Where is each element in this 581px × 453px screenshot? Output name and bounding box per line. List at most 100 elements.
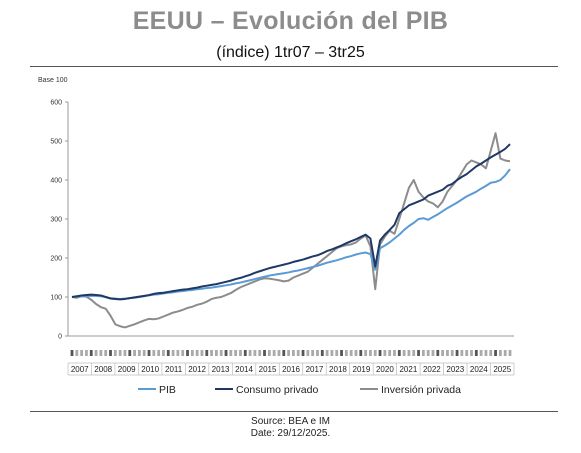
quarter-tick bbox=[162, 350, 165, 356]
quarter-tick bbox=[369, 350, 372, 356]
quarter-tick bbox=[431, 350, 435, 356]
quarter-tick bbox=[378, 350, 382, 356]
x-tick-label: 2014 bbox=[235, 365, 253, 374]
x-tick-label: 2019 bbox=[353, 365, 371, 374]
quarter-tick bbox=[373, 350, 377, 356]
x-tick-label: 2024 bbox=[470, 365, 488, 374]
quarter-tick bbox=[128, 350, 132, 356]
quarter-tick bbox=[219, 350, 223, 356]
quarter-tick bbox=[470, 350, 473, 356]
quarter-tick bbox=[181, 350, 185, 356]
quarter-tick bbox=[210, 350, 213, 356]
series-lines bbox=[71, 132, 511, 329]
series-line-inversión-privada bbox=[71, 132, 511, 329]
quarter-tick bbox=[166, 350, 170, 356]
quarter-tick bbox=[484, 350, 488, 356]
quarter-tick bbox=[474, 350, 478, 356]
chart-subtitle: (índice) 1tr07 – 3tr25 bbox=[216, 44, 365, 61]
source-note: Source: BEA e IM bbox=[251, 416, 330, 427]
quarter-tick bbox=[123, 350, 127, 356]
quarter-tick bbox=[263, 350, 266, 356]
y-tick-label: 600 bbox=[50, 100, 62, 107]
footer: Source: BEA e IM Date: 29/12/2025. bbox=[0, 416, 581, 440]
date-note: Date: 29/12/2025. bbox=[250, 428, 331, 439]
quarter-tick bbox=[152, 350, 156, 356]
quarter-tick bbox=[205, 350, 209, 356]
bottom-divider bbox=[30, 411, 558, 412]
quarter-tick bbox=[248, 350, 252, 356]
y-tick-label: 0 bbox=[58, 334, 62, 341]
legend-label: Consumo privado bbox=[236, 384, 318, 396]
quarter-tick bbox=[89, 350, 93, 356]
quarter-tick bbox=[157, 350, 161, 356]
quarter-tick bbox=[186, 350, 189, 356]
quarter-tick bbox=[489, 350, 493, 356]
quarter-tick bbox=[407, 350, 411, 356]
y-tick-label: 300 bbox=[50, 217, 62, 224]
quarter-tick bbox=[503, 350, 507, 356]
quarter-tick bbox=[494, 350, 497, 356]
x-tick-label: 2013 bbox=[212, 365, 230, 374]
quarter-tick bbox=[316, 350, 319, 356]
x-tick-label: 2012 bbox=[188, 365, 206, 374]
quarter-tick bbox=[359, 350, 363, 356]
quarter-tick bbox=[388, 350, 392, 356]
quarter-tick bbox=[450, 350, 454, 356]
quarter-tick bbox=[354, 350, 358, 356]
quarter-tick bbox=[277, 350, 281, 356]
quarter-tick bbox=[498, 350, 502, 356]
legend-label: PIB bbox=[159, 384, 176, 396]
quarter-tick bbox=[99, 350, 103, 356]
top-divider bbox=[30, 66, 558, 67]
x-tick-label: 2010 bbox=[141, 365, 159, 374]
series-line-consumo-privado bbox=[71, 143, 511, 301]
quarter-tick bbox=[224, 350, 228, 356]
quarter-tick bbox=[258, 350, 262, 356]
quarter-tick bbox=[446, 350, 449, 356]
x-tick-label: 2017 bbox=[306, 365, 324, 374]
quarter-tick bbox=[137, 350, 141, 356]
y-tick-label: 500 bbox=[50, 139, 62, 146]
quarter-tick bbox=[113, 350, 117, 356]
quarter-tick bbox=[239, 350, 242, 356]
quarter-tick bbox=[267, 350, 271, 356]
y-tick-label: 100 bbox=[50, 295, 62, 302]
quarter-tick bbox=[229, 350, 233, 356]
x-tick-label: 2021 bbox=[399, 365, 417, 374]
x-tick-label: 2007 bbox=[71, 365, 89, 374]
y-tick-label: 200 bbox=[50, 256, 62, 263]
quarter-tick bbox=[176, 350, 180, 356]
quarter-tick bbox=[171, 350, 175, 356]
quarter-tick bbox=[383, 350, 387, 356]
quarter-tick bbox=[133, 350, 136, 356]
y-axis: 0 100 200 300 400 500 600 bbox=[50, 100, 69, 341]
quarter-tick bbox=[306, 350, 310, 356]
chart-title: EEUU – Evolución del PIB bbox=[132, 7, 449, 35]
quarter-tick bbox=[412, 350, 416, 356]
y-axis-label: Base 100 bbox=[38, 77, 68, 84]
quarter-tick bbox=[325, 350, 329, 356]
x-tick-label: 2025 bbox=[493, 365, 511, 374]
line-chart: Base 100 0 100 200 300 400 500 600 2007 2008 200… bbox=[38, 77, 515, 396]
x-tick-label: 2018 bbox=[329, 365, 347, 374]
quarter-tick bbox=[282, 350, 286, 356]
legend-label: Inversión privada bbox=[381, 384, 461, 396]
x-tick-label: 2011 bbox=[165, 365, 183, 374]
quarter-tick bbox=[311, 350, 315, 356]
legend: PIB Consumo privado Inversión privada bbox=[138, 384, 461, 396]
quarter-tick bbox=[397, 350, 401, 356]
quarter-tick bbox=[80, 350, 84, 356]
quarter-tick bbox=[142, 350, 146, 356]
quarter-tick bbox=[200, 350, 204, 356]
quarter-tick bbox=[320, 350, 324, 356]
x-tick-label: 2008 bbox=[94, 365, 112, 374]
quarter-tick bbox=[104, 350, 108, 356]
x-tick-label: 2022 bbox=[423, 365, 441, 374]
quarter-tick bbox=[417, 350, 420, 356]
quarter-tick bbox=[118, 350, 122, 356]
y-tick-label: 400 bbox=[50, 178, 62, 185]
quarter-tick bbox=[190, 350, 194, 356]
quarter-tick bbox=[195, 350, 199, 356]
x-tick-label: 2015 bbox=[259, 365, 277, 374]
quarter-tick bbox=[441, 350, 445, 356]
